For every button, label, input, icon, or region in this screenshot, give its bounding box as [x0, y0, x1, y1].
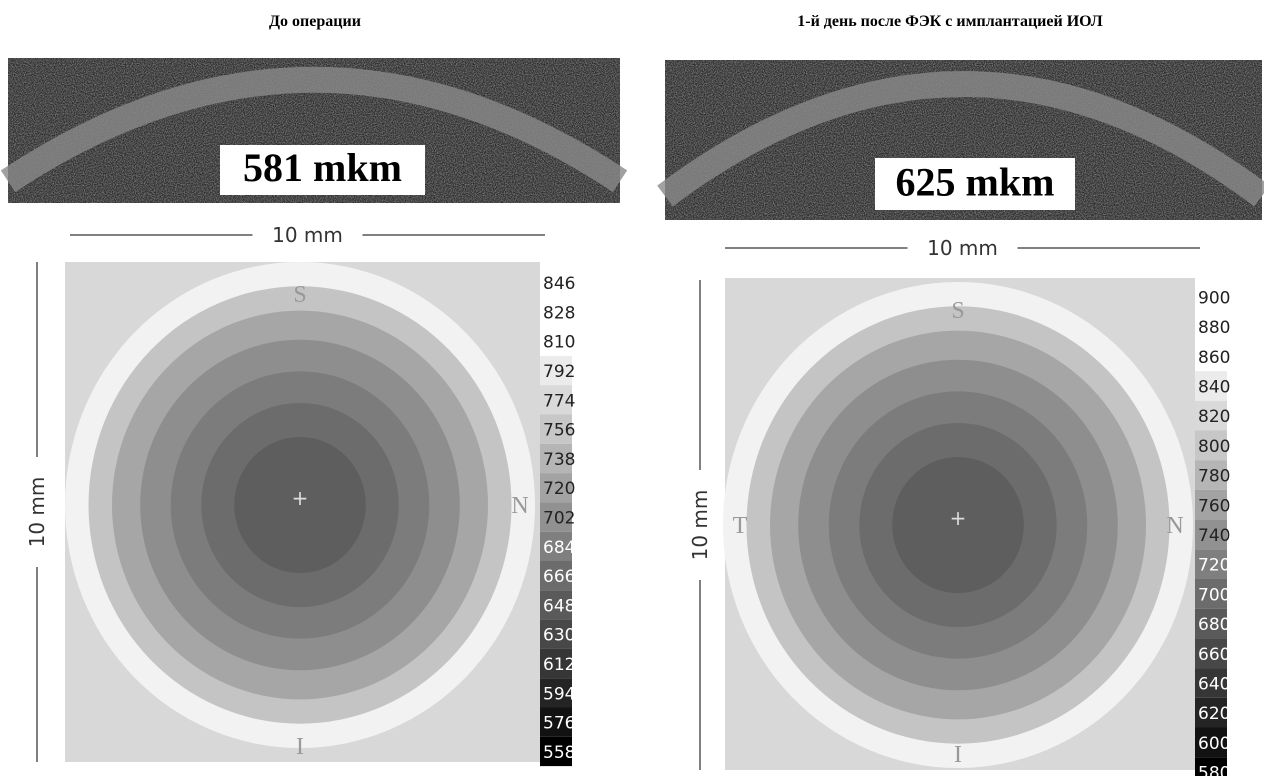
thickness-label: 581 mkm [243, 145, 402, 190]
scale-label: 720 [1198, 556, 1230, 576]
scale-label: 756 [543, 421, 575, 441]
center-mark: + [950, 506, 967, 530]
height-label: 10 mm [688, 490, 712, 561]
width-label: 10 mm [272, 223, 343, 247]
orientation-bottom: I [296, 734, 304, 760]
scale-label: 600 [1198, 734, 1230, 754]
scale-label: 558 [543, 743, 575, 763]
orientation-right: N [511, 493, 528, 519]
scale-label: 860 [1198, 348, 1230, 368]
scale-label: 576 [543, 714, 575, 734]
panel-title: 1-й день после ФЭК с имплантацией ИОЛ [797, 13, 1103, 30]
scale-label: 810 [543, 333, 575, 353]
orientation-right: N [1166, 513, 1183, 539]
scale-label: 792 [543, 362, 575, 382]
scale-label: 846 [543, 274, 575, 294]
scale-label: 774 [543, 391, 575, 411]
scale-label: 740 [1198, 526, 1230, 546]
scale-label: 620 [1198, 704, 1230, 724]
scale-label: 666 [543, 567, 575, 587]
center-mark: + [292, 486, 309, 510]
thickness-label: 625 mkm [896, 159, 1055, 204]
orientation-top: S [293, 282, 306, 308]
scale-label: 660 [1198, 645, 1230, 665]
scale-label: 700 [1198, 585, 1230, 605]
scale-label: 800 [1198, 437, 1230, 457]
orientation-bottom: I [954, 742, 962, 768]
width-label: 10 mm [927, 236, 998, 260]
scale-label: 900 [1198, 288, 1230, 308]
scale-label: 720 [543, 479, 575, 499]
scale-label: 612 [543, 655, 575, 675]
height-label: 10 mm [25, 477, 49, 548]
scale-label: 880 [1198, 318, 1230, 338]
figure: До операции 581 mkm 10 mm 10 mm + S N I 846 828 81… [0, 0, 1264, 776]
scale-label: 820 [1198, 407, 1230, 427]
panel-title: До операции [269, 13, 361, 30]
orientation-top: S [951, 298, 964, 324]
orientation-left: T [733, 513, 748, 539]
scale-label: 648 [543, 596, 575, 616]
scale-label: 738 [543, 450, 575, 470]
scale-label: 640 [1198, 674, 1230, 694]
scale-label: 680 [1198, 615, 1230, 635]
scale-label: 840 [1198, 377, 1230, 397]
scale-label: 702 [543, 508, 575, 528]
scale-label: 580 [1198, 764, 1230, 776]
scale-label: 684 [543, 538, 575, 558]
scale-label: 780 [1198, 467, 1230, 487]
scale-label: 828 [543, 303, 575, 323]
scale-label: 594 [543, 684, 575, 704]
scale-label: 630 [543, 626, 575, 646]
scale-label: 760 [1198, 496, 1230, 516]
